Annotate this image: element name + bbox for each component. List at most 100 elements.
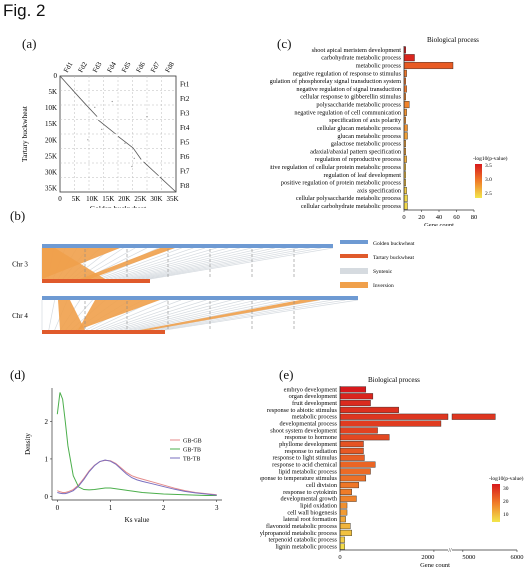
category-label: phyllome development bbox=[279, 441, 337, 448]
x-tick-label: 30K bbox=[150, 195, 162, 203]
bar bbox=[403, 186, 407, 194]
category-label: adaxial/abaxial pattern specification bbox=[310, 148, 402, 155]
legend-label: Golden buckwheat bbox=[373, 241, 415, 247]
panel-label-c: (c) bbox=[277, 36, 292, 51]
category-label: developmental process bbox=[279, 420, 337, 427]
x-axis-label: Gene count bbox=[424, 222, 454, 226]
chromosome-label: Chr 3 bbox=[12, 261, 28, 269]
category-label: galactose metabolic process bbox=[331, 141, 402, 148]
category-label: cellular glucan metabolic process bbox=[317, 125, 402, 132]
inversion-region bbox=[140, 300, 320, 330]
top-label: Fd3 bbox=[91, 60, 104, 74]
syntenic-link bbox=[100, 299, 182, 331]
bar bbox=[339, 441, 364, 448]
golden-chromosome-bar bbox=[42, 244, 333, 248]
scatter-dot bbox=[124, 142, 126, 144]
syntenic-link bbox=[146, 247, 322, 280]
bar bbox=[339, 434, 390, 441]
syntenic-diagonal bbox=[117, 136, 134, 149]
tartary-chromosome-bar bbox=[42, 279, 150, 283]
syntenic-diagonal bbox=[132, 147, 142, 160]
panel-label-b: (b) bbox=[10, 208, 26, 223]
scatter-dot bbox=[146, 116, 148, 118]
top-label: Fd6 bbox=[135, 60, 148, 74]
x-tick-label: 15K bbox=[102, 195, 114, 203]
right-label: Ft5 bbox=[180, 138, 190, 146]
panel-label-e: (e) bbox=[279, 367, 294, 382]
bar bbox=[339, 543, 345, 550]
bar bbox=[339, 536, 345, 543]
category-label: metabolic process bbox=[356, 62, 402, 69]
bar bbox=[339, 393, 374, 400]
syntenic-link bbox=[97, 247, 182, 280]
bar bbox=[339, 420, 442, 427]
x-axis-label: Golden buckwheat bbox=[90, 204, 147, 208]
syntenic-link bbox=[122, 247, 252, 280]
bar bbox=[339, 400, 371, 407]
category-label: fruit development bbox=[292, 400, 337, 407]
legend-swatch bbox=[340, 254, 368, 258]
y-axis-label: Density bbox=[24, 433, 32, 455]
x-tick-label: 0 bbox=[338, 554, 341, 561]
legend-tick-label: 20 bbox=[503, 499, 509, 505]
category-label: positive regulation of cellular protein … bbox=[270, 164, 402, 171]
x-tick-label: 0 bbox=[58, 195, 62, 203]
panel-label-d: (d) bbox=[10, 367, 26, 382]
category-label: cell wall biogenesis bbox=[287, 509, 337, 516]
scatter-dot bbox=[111, 100, 113, 103]
bar bbox=[403, 202, 408, 210]
category-label: response to abiotic stimulus bbox=[267, 407, 338, 414]
inversion-region bbox=[42, 248, 105, 279]
legend-tick-label: 3.0 bbox=[485, 177, 492, 183]
legend-tick-label: 10 bbox=[503, 512, 509, 518]
bar bbox=[339, 454, 365, 461]
right-label: Ft7 bbox=[180, 167, 190, 175]
syntenic-link bbox=[105, 299, 194, 331]
syntenic-link bbox=[105, 247, 206, 280]
y-tick-label: 0 bbox=[54, 72, 58, 80]
category-label: terpenoid catabolic process bbox=[268, 537, 337, 544]
category-label: axis specification bbox=[357, 187, 402, 194]
right-label: Ft6 bbox=[180, 153, 190, 161]
legend-label: GB-GB bbox=[183, 439, 202, 445]
bar bbox=[339, 502, 348, 509]
bar bbox=[403, 85, 407, 93]
bar bbox=[403, 54, 415, 62]
x-tick-label: 5K bbox=[72, 195, 81, 203]
x-axis-label: Ks value bbox=[125, 516, 150, 522]
bar bbox=[403, 108, 407, 116]
bar bbox=[339, 427, 378, 434]
syntenic-link bbox=[118, 247, 240, 280]
bar bbox=[339, 495, 357, 502]
legend-tick-label: 3.5 bbox=[485, 163, 492, 169]
syntenic-link bbox=[114, 247, 229, 280]
syntenic-link bbox=[110, 247, 217, 280]
category-label: lipid oxidation bbox=[300, 502, 338, 509]
panel-e-bar-chart: Biological process embryo developmentorga… bbox=[260, 376, 524, 569]
legend-colorbar bbox=[475, 164, 482, 198]
syntenic-link bbox=[142, 247, 310, 280]
x-tick-label: 6000 bbox=[511, 554, 524, 561]
category-label: specification of axis polarity bbox=[329, 117, 402, 124]
y-tick-label: 10K bbox=[45, 104, 57, 112]
syntenic-link bbox=[151, 299, 321, 331]
x-tick-label: 0 bbox=[56, 504, 60, 512]
top-label: Fd5 bbox=[120, 60, 133, 74]
bar-continued bbox=[451, 413, 496, 420]
scatter-dot bbox=[87, 139, 89, 141]
category-label: embryo development bbox=[284, 386, 338, 393]
syntenic-link bbox=[138, 247, 299, 280]
bar bbox=[339, 475, 367, 482]
bar bbox=[403, 194, 408, 202]
top-label: Fd4 bbox=[106, 60, 119, 74]
category-label: response to radiation bbox=[285, 448, 338, 455]
y-tick-label: 35K bbox=[45, 185, 57, 193]
category-label: response to cytokinin bbox=[283, 489, 338, 496]
bar bbox=[339, 413, 449, 420]
legend-title: -log10(p-value) bbox=[473, 155, 508, 162]
category-label: cellular polysaccharide metabolic proces… bbox=[296, 195, 402, 202]
category-label: phenylpropanoid metabolic process bbox=[260, 530, 338, 537]
density-line-tb-tb bbox=[57, 459, 217, 496]
category-label: cellular carbohydrate metabolic process bbox=[301, 203, 402, 210]
